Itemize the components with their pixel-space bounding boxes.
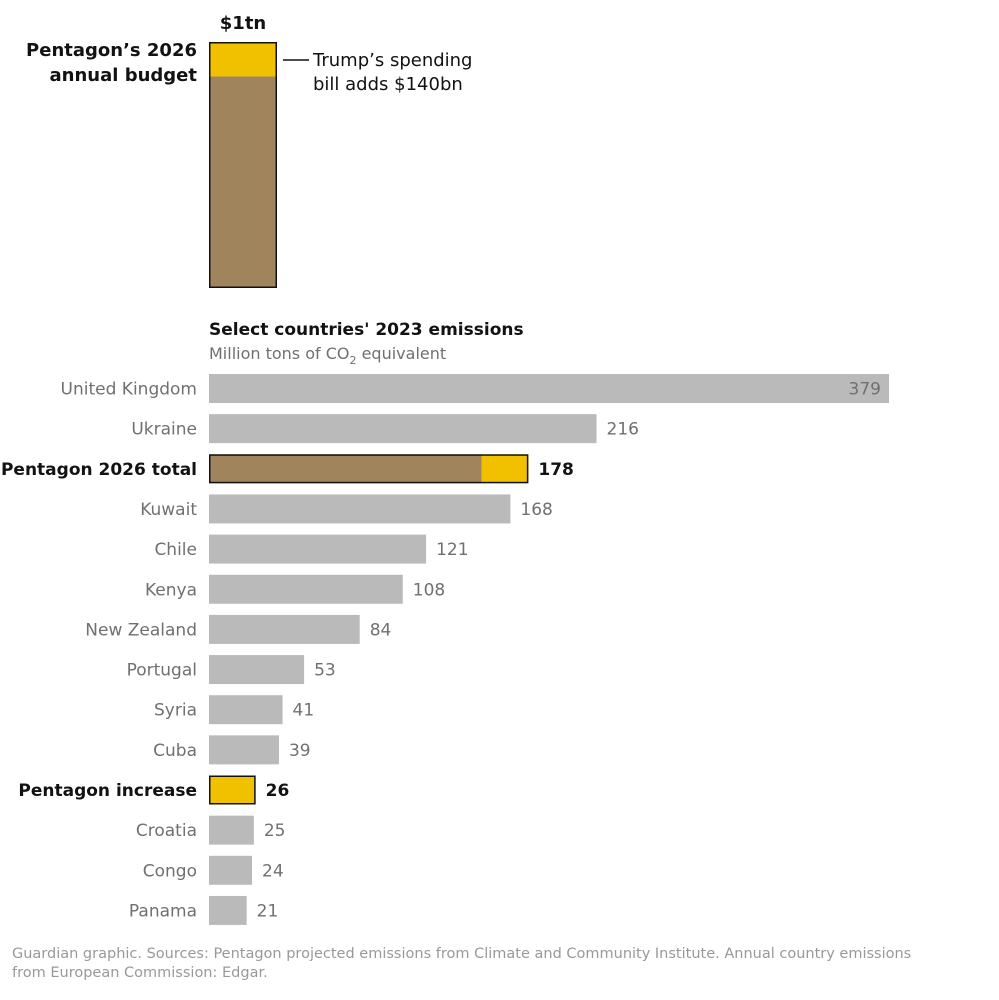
value-label-kuwait: 168 (520, 500, 552, 520)
value-label-new-zealand: 84 (370, 620, 392, 640)
category-label-pentagon-increase: Pentagon increase (18, 781, 197, 801)
value-label-cuba: 39 (289, 741, 311, 761)
subtitle-main: Million tons of CO (209, 344, 350, 363)
value-label-kenya: 108 (413, 580, 445, 600)
value-label-congo: 24 (262, 861, 284, 881)
category-label-kuwait: Kuwait (140, 500, 197, 520)
bar-panama (209, 895, 247, 925)
bar-croatia (209, 815, 254, 845)
value-label-panama: 21 (257, 901, 279, 921)
category-label-ukraine: Ukraine (131, 420, 197, 440)
category-label-panama: Panama (129, 901, 197, 921)
budget-value-label: $1tn (220, 13, 266, 34)
category-label-united-kingdom: United Kingdom (61, 380, 197, 400)
bar-chile (209, 534, 427, 564)
annotation-line2: bill adds $140bn (313, 74, 463, 95)
value-label-ukraine: 216 (607, 420, 639, 440)
chart-subtitle: Million tons of CO2 equivalent (209, 344, 446, 367)
bar-kuwait (209, 494, 511, 524)
value-label-united-kingdom: 379 (849, 380, 881, 400)
category-label-chile: Chile (154, 540, 197, 560)
chart-title: Select countries' 2023 emissions (209, 320, 524, 340)
category-label-kenya: Kenya (145, 580, 197, 600)
bars-group: United Kingdom 379 Ukraine 216 Pentagon 2026… (1, 374, 889, 925)
annotation-line1: Trump’s spending (312, 50, 473, 71)
budget-bar-group: $1tn Pentagon’s 2026 annual budget Trump… (26, 13, 473, 288)
category-label-pentagon-2026-total: Pentagon 2026 total (1, 460, 197, 480)
bar-new-zealand (209, 614, 360, 644)
bar-united-kingdom (209, 374, 889, 403)
subtitle-subscript: 2 (350, 354, 357, 367)
bar-cuba (209, 735, 279, 765)
budget-increase-segment (209, 42, 277, 77)
bar-ukraine (209, 414, 597, 444)
bar-congo (209, 855, 253, 885)
budget-label-line1: Pentagon’s 2026 (26, 40, 197, 61)
value-label-croatia: 25 (264, 821, 286, 841)
category-label-cuba: Cuba (153, 741, 197, 761)
bar-pentagon-total-increase (481, 454, 529, 484)
bar-portugal (209, 655, 305, 685)
value-label-syria: 41 (293, 701, 315, 721)
category-label-syria: Syria (154, 701, 197, 721)
bar-syria (209, 695, 283, 725)
budget-label-line2: annual budget (50, 65, 198, 86)
value-label-pentagon-increase: 26 (266, 781, 290, 801)
subtitle-rest: equivalent (357, 344, 447, 363)
footer-source: Guardian graphic. Sources: Pentagon proj… (12, 946, 912, 981)
bar-kenya (209, 574, 403, 604)
value-label-pentagon-2026-total: 178 (538, 460, 574, 480)
category-label-croatia: Croatia (136, 821, 197, 841)
category-label-portugal: Portugal (127, 661, 197, 681)
budget-bar-outline (209, 42, 277, 288)
value-label-portugal: 53 (314, 661, 336, 681)
budget-base-segment (209, 76, 277, 288)
bar-pentagon-increase (209, 775, 256, 805)
bar-pentagon-increase-outline (209, 775, 256, 805)
value-label-chile: 121 (436, 540, 468, 560)
bar-pentagon-total-outline (209, 454, 529, 484)
bar-pentagon-total-base (209, 454, 482, 484)
category-label-congo: Congo (143, 861, 197, 881)
category-label-new-zealand: New Zealand (85, 620, 197, 640)
